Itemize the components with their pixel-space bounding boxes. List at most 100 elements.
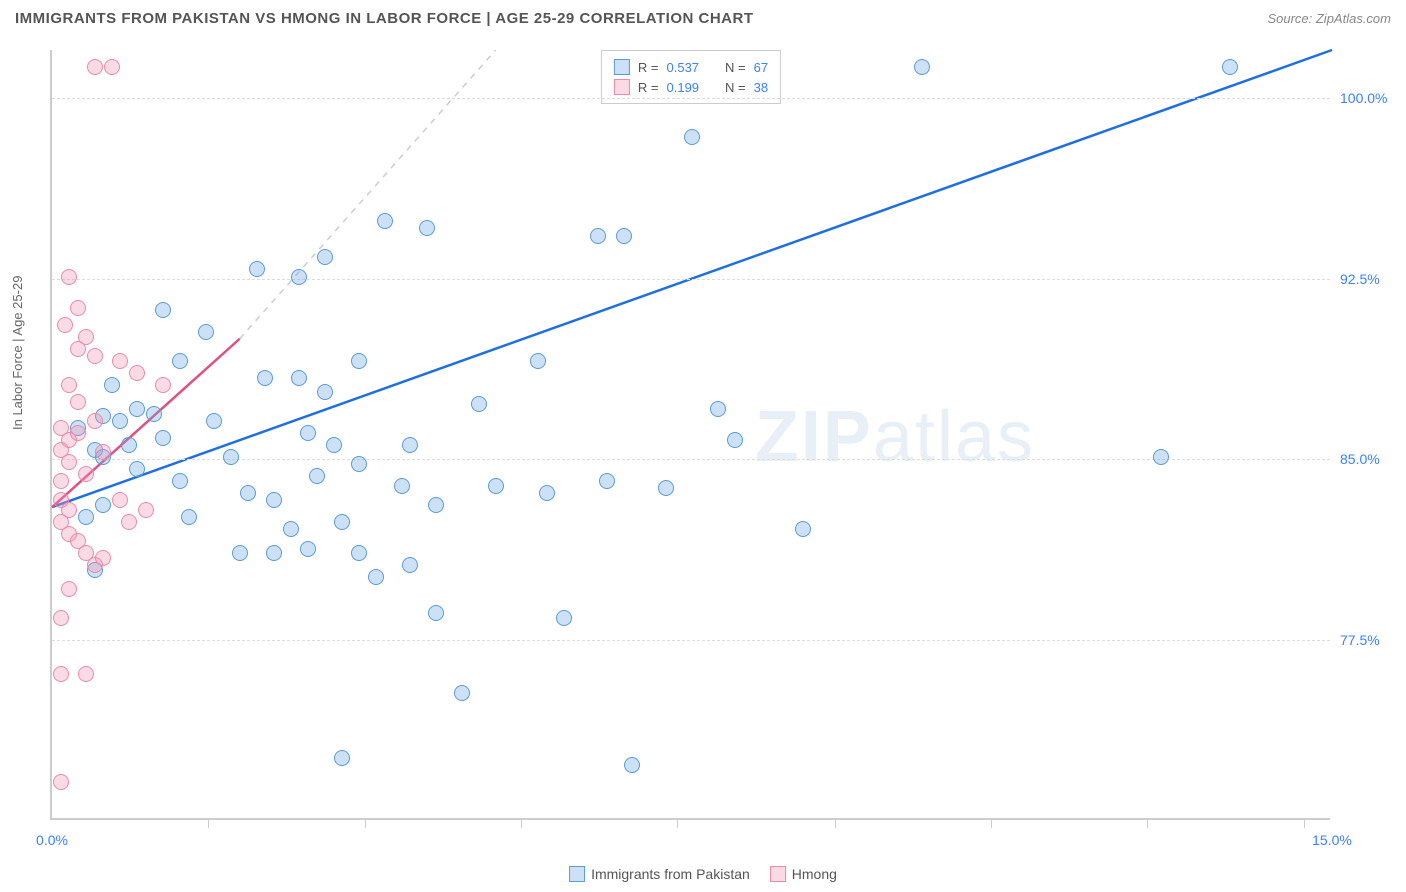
data-point [1153,449,1169,465]
data-point [334,514,350,530]
x-tick [365,818,366,828]
legend-series: Immigrants from Pakistan Hmong [569,866,837,882]
data-point [368,569,384,585]
data-point [223,449,239,465]
data-point [240,485,256,501]
data-point [266,545,282,561]
watermark-light: atlas [873,397,1035,477]
legend-n-label: N = [725,60,746,75]
x-tick-label-left: 0.0% [36,832,68,848]
data-point [454,685,470,701]
data-point [684,129,700,145]
data-point [291,370,307,386]
data-point [1222,59,1238,75]
watermark: ZIPatlas [755,396,1035,478]
legend-series-item: Immigrants from Pakistan [569,866,750,882]
data-point [57,317,73,333]
data-point [326,437,342,453]
data-point [556,610,572,626]
y-tick-label: 92.5% [1340,271,1400,287]
data-point [138,502,154,518]
legend-series-label: Immigrants from Pakistan [591,866,750,882]
data-point [129,365,145,381]
data-point [710,401,726,417]
y-tick-label: 85.0% [1340,451,1400,467]
y-axis-label: In Labor Force | Age 25-29 [10,276,25,430]
data-point [471,396,487,412]
data-point [317,249,333,265]
legend-n-value: 67 [754,60,768,75]
data-point [61,454,77,470]
data-point [266,492,282,508]
plot-area: ZIPatlas R =0.537N =67R =0.199N =38 77.5… [50,50,1330,820]
data-point [70,425,86,441]
data-point [428,497,444,513]
legend-n-label: N = [725,80,746,95]
legend-n-value: 38 [754,80,768,95]
gridline-horizontal [52,640,1330,641]
data-point [95,550,111,566]
data-point [155,302,171,318]
data-point [334,750,350,766]
x-tick [991,818,992,828]
data-point [590,228,606,244]
title-bar: IMMIGRANTS FROM PAKISTAN VS HMONG IN LAB… [15,10,1391,27]
legend-swatch [614,79,630,95]
data-point [402,557,418,573]
data-point [351,353,367,369]
x-tick [1147,818,1148,828]
data-point [914,59,930,75]
data-point [317,384,333,400]
data-point [53,610,69,626]
data-point [795,521,811,537]
chart-container: IMMIGRANTS FROM PAKISTAN VS HMONG IN LAB… [0,0,1406,892]
data-point [95,497,111,513]
data-point [249,261,265,277]
data-point [488,478,504,494]
watermark-bold: ZIP [755,397,873,477]
data-point [121,437,137,453]
data-point [206,413,222,429]
x-tick-label-right: 15.0% [1312,832,1352,848]
legend-series-label: Hmong [792,866,837,882]
source-attribution: Source: ZipAtlas.com [1267,11,1391,26]
data-point [87,59,103,75]
legend-r-value: 0.537 [666,60,699,75]
data-point [87,348,103,364]
data-point [78,666,94,682]
data-point [87,413,103,429]
y-tick-label: 77.5% [1340,632,1400,648]
data-point [351,545,367,561]
data-point [616,228,632,244]
legend-r-label: R = [638,80,659,95]
data-point [402,437,418,453]
y-tick-label: 100.0% [1340,90,1400,106]
data-point [146,406,162,422]
gridline-horizontal [52,98,1330,99]
legend-correlation-row: R = 0.537 N = 67 [614,57,768,77]
data-point [377,213,393,229]
data-point [112,413,128,429]
legend-r-label: R = [638,60,659,75]
data-point [172,473,188,489]
data-point [624,757,640,773]
data-point [599,473,615,489]
data-point [727,432,743,448]
data-point [129,401,145,417]
data-point [121,514,137,530]
data-point [539,485,555,501]
legend-correlation: R =0.537N =67R =0.199N =38 [601,50,781,104]
data-point [70,394,86,410]
legend-swatch [569,866,585,882]
data-point [104,59,120,75]
data-point [309,468,325,484]
data-point [291,269,307,285]
data-point [351,456,367,472]
source-name: ZipAtlas.com [1316,11,1391,26]
data-point [232,545,248,561]
gridline-horizontal [52,459,1330,460]
data-point [70,341,86,357]
trend-lines [52,50,1332,820]
data-point [257,370,273,386]
data-point [181,509,197,525]
